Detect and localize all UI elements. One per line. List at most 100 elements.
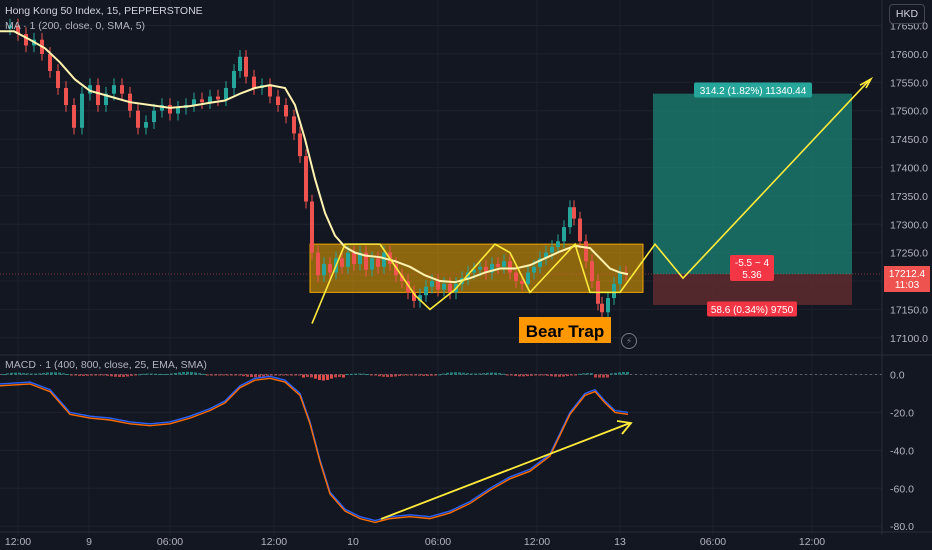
macd-bar bbox=[62, 373, 65, 375]
macd-bar bbox=[374, 374, 377, 376]
macd-tick-label: -80.0 bbox=[890, 521, 914, 533]
macd-bar bbox=[78, 374, 81, 376]
price-tick-label: 17100.0 bbox=[890, 333, 928, 345]
macd-bar bbox=[118, 374, 121, 377]
entry-label-bg bbox=[730, 255, 774, 281]
macd-indicator-label[interactable]: MACD · 1 (400, 800, close, 25, EMA, SMA) bbox=[5, 359, 207, 371]
candle-body bbox=[578, 218, 582, 242]
time-tick-label: 06:00 bbox=[157, 536, 183, 548]
arrow-head bbox=[859, 76, 874, 89]
macd-bar bbox=[46, 372, 49, 375]
macd-bar bbox=[130, 374, 133, 376]
trade-position-box[interactable] bbox=[0, 93, 882, 305]
macd-bar bbox=[186, 371, 189, 375]
macd-bar bbox=[266, 374, 269, 376]
price-tick-label: 17550.0 bbox=[890, 77, 928, 89]
candle-body bbox=[192, 99, 196, 106]
candle-body bbox=[370, 258, 374, 270]
entry-label-text: 5.36 bbox=[742, 270, 762, 281]
candle-body bbox=[532, 266, 536, 273]
macd-bar bbox=[278, 374, 281, 376]
macd-bar bbox=[322, 374, 325, 381]
macd-bar bbox=[342, 374, 345, 378]
macd-bar bbox=[110, 374, 113, 377]
macd-bar bbox=[594, 374, 597, 378]
macd-bar bbox=[530, 374, 533, 376]
candle-body bbox=[24, 34, 28, 46]
candle-body bbox=[292, 116, 296, 134]
ma-line bbox=[0, 30, 629, 284]
candle-body bbox=[606, 298, 610, 313]
macd-bar bbox=[514, 374, 517, 376]
macd-bar bbox=[382, 374, 385, 377]
macd-bar bbox=[430, 374, 433, 376]
candle-body bbox=[490, 264, 494, 273]
candle-body bbox=[382, 252, 386, 267]
macd-bar bbox=[462, 372, 465, 375]
macd-bar bbox=[522, 374, 525, 377]
candle-body bbox=[268, 85, 272, 97]
candle-body bbox=[400, 275, 404, 282]
grid-lines bbox=[0, 0, 932, 535]
time-tick-label: 12:00 bbox=[524, 536, 550, 548]
candle-body bbox=[160, 105, 164, 111]
macd-bar bbox=[542, 374, 545, 376]
macd-bar bbox=[270, 374, 273, 376]
macd-bar bbox=[438, 374, 441, 376]
candle-body bbox=[8, 25, 12, 29]
candle-body bbox=[112, 85, 116, 94]
macd-bar bbox=[146, 373, 149, 375]
macd-bar bbox=[250, 374, 253, 378]
macd-bar bbox=[478, 373, 481, 375]
candle-body bbox=[176, 107, 180, 114]
macd-bar bbox=[238, 374, 241, 376]
macd-bar bbox=[558, 374, 561, 377]
last-price-badge bbox=[884, 265, 930, 292]
candle-body bbox=[612, 283, 616, 299]
symbol-title[interactable]: Hong Kong 50 Index, 15, PEPPERSTONE bbox=[5, 5, 203, 17]
candle-body bbox=[346, 252, 350, 267]
macd-bar bbox=[218, 374, 221, 376]
candle-body bbox=[600, 303, 604, 313]
candle-body bbox=[152, 110, 156, 123]
macd-bar bbox=[406, 374, 409, 376]
macd-bar bbox=[498, 373, 501, 375]
candle-body bbox=[340, 258, 344, 267]
macd-bar bbox=[554, 374, 557, 377]
macd-bar bbox=[102, 374, 105, 376]
macd-bar bbox=[306, 374, 309, 377]
macd-bar bbox=[394, 374, 397, 377]
target-label-text: 314.2 (1.82%) 11340.44 bbox=[700, 86, 807, 97]
macd-bar bbox=[510, 374, 513, 376]
macd-bar bbox=[362, 373, 365, 375]
time-tick-label: 13 bbox=[614, 536, 626, 548]
target-zone bbox=[653, 93, 852, 275]
macd-bar bbox=[230, 374, 233, 376]
candle-body bbox=[562, 227, 566, 242]
currency-badge[interactable]: HKD bbox=[889, 4, 925, 24]
candle-body bbox=[376, 258, 380, 267]
ma-indicator-label[interactable]: MA · 1 (200, close, 0, SMA, 5) bbox=[5, 20, 146, 32]
candle-body bbox=[520, 281, 524, 284]
macd-bar bbox=[482, 373, 485, 375]
lightning-icon[interactable]: ⚡ bbox=[621, 333, 637, 349]
candle-body bbox=[56, 70, 60, 88]
macd-bar bbox=[602, 374, 605, 378]
macd-bar bbox=[338, 374, 341, 377]
macd-bar bbox=[194, 372, 197, 375]
candle-body bbox=[252, 76, 256, 88]
price-tick-label: 17300.0 bbox=[890, 219, 928, 231]
divergence-arrow-head bbox=[616, 420, 633, 435]
macd-bar bbox=[390, 374, 393, 377]
macd-bar bbox=[286, 374, 289, 376]
macd-tick-label: 0.0 bbox=[890, 369, 905, 381]
last-price-text: 17212.4 bbox=[889, 269, 926, 280]
macd-bar bbox=[198, 373, 201, 375]
bar-timer-text: 11:03 bbox=[895, 280, 920, 291]
time-axis[interactable]: 12:00 9 06:00 12:00 10 06:00 12:00 13 06:00 12:00 bbox=[0, 531, 932, 548]
divergence-arrow bbox=[380, 422, 631, 520]
candle-body bbox=[80, 93, 84, 128]
candle-body bbox=[568, 207, 572, 228]
candle-body bbox=[514, 272, 518, 282]
